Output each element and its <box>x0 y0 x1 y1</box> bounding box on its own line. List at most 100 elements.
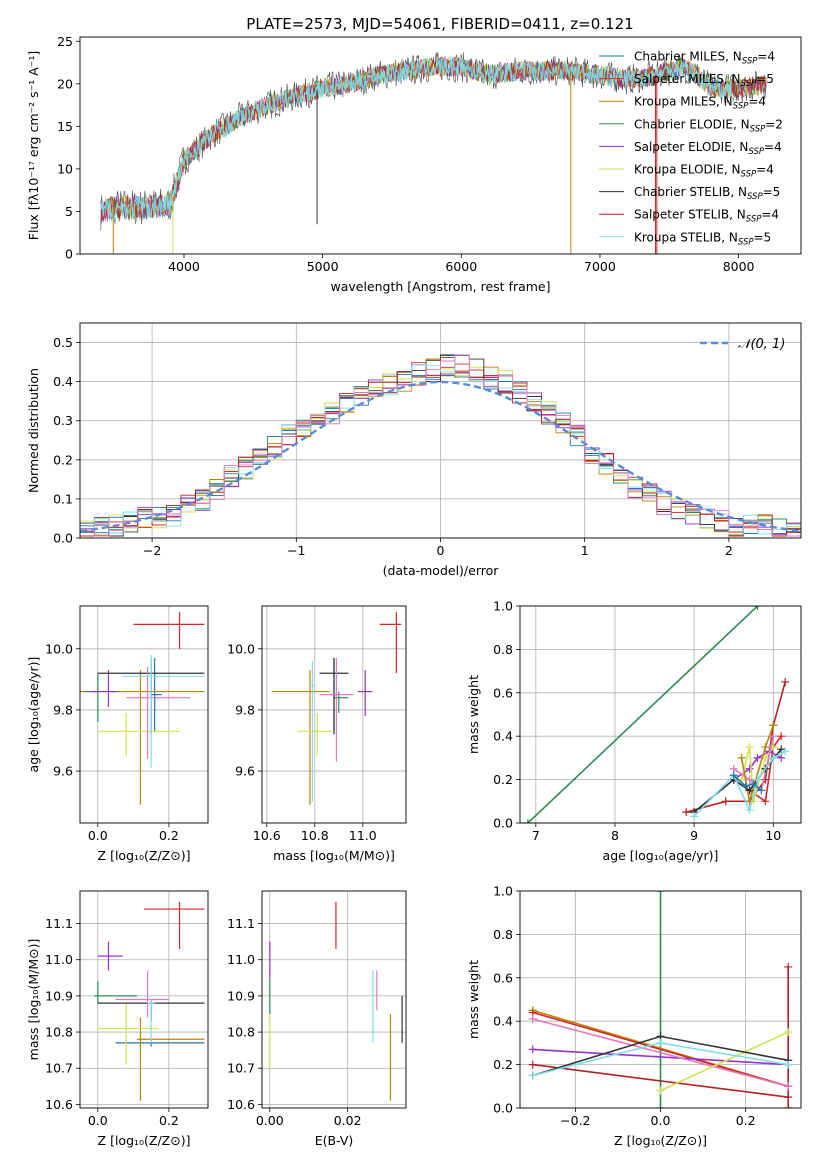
x-tick-label: 7000 <box>584 259 616 274</box>
x-tick-label: 0.0 <box>88 1113 108 1128</box>
weight-marker <box>690 812 699 821</box>
legend-label: Kroupa ELODIE, N <box>634 163 741 177</box>
x-tick-label: 0.0 <box>651 1113 671 1128</box>
axes-frame <box>79 322 802 539</box>
y-tick-label: 0.0 <box>493 1101 513 1116</box>
x-tick-label: −2 <box>143 543 161 558</box>
y-tick-label: 10.8 <box>45 1025 73 1040</box>
weight-marker <box>784 1082 793 1091</box>
y-tick-label: 0 <box>65 247 73 262</box>
y-tick-label: 0.3 <box>53 413 73 428</box>
x-tick-label: −1 <box>287 543 305 558</box>
x-tick-label: 10 <box>765 828 781 843</box>
legend-subscript: SSP <box>746 215 762 225</box>
y-tick-label: 1.0 <box>493 599 513 614</box>
y-tick-label: 11.1 <box>227 916 255 931</box>
normal-curve <box>80 380 801 533</box>
weight_vs_age-plot-area <box>523 606 790 823</box>
weight-marker <box>745 786 754 795</box>
y-tick-label: 0.2 <box>493 772 513 787</box>
age_vs_mass-panel: 10.6 10.8 11.0 9.6 9.8 10.0 mass [log₁₀(M/M⊙)] <box>227 605 407 863</box>
y-tick-label: 15 <box>57 119 73 134</box>
legend-entry: Kroupa MILES, NSSP=4 <box>634 95 766 112</box>
x-tick-label: 1 <box>581 543 589 558</box>
weight-marker <box>656 1038 665 1047</box>
y-tick-label: 10.7 <box>45 1061 73 1076</box>
y-tick-label: 0.2 <box>53 452 73 467</box>
y-tick-label: 9.6 <box>53 764 73 779</box>
legend-value: =4 <box>748 95 766 109</box>
y-tick-label: 10.9 <box>45 988 73 1003</box>
weight-marker <box>761 743 770 752</box>
mass_vs_Z-panel: 0.0 0.2 10.6 10.7 10.8 10.9 11.0 11.1 Z [log₁₀(Z… <box>26 890 209 1148</box>
y-tick-label: 10.8 <box>227 1025 255 1040</box>
age_vs_mass-plot-area <box>271 612 402 805</box>
weight_vs_Z-panel: −0.2 0.0 0.2 0.0 0.2 0.4 0.6 0.8 1.0 Z [log₁₀(Z/Z… <box>466 884 802 1148</box>
weight-marker <box>784 1028 793 1037</box>
x-tick-label: 0.2 <box>159 1113 179 1128</box>
y-axis-label: Normed distribution <box>26 368 41 493</box>
mass_vs_ebv-panel: 0.00 0.02 10.6 10.7 10.8 10.9 11.0 11.1 E(B-V) <box>227 890 407 1148</box>
y-tick-label: 0.8 <box>493 642 513 657</box>
weight-marker <box>682 808 691 817</box>
x-tick-label: 4000 <box>168 259 200 274</box>
x-axis-label: age [log₁₀(age/yr)] <box>603 848 719 863</box>
weight-marker <box>528 1071 537 1080</box>
weight-line <box>532 1011 789 1088</box>
weight-marker <box>753 775 762 784</box>
legend-subscript: SSP <box>741 79 757 89</box>
y-tick-label: 11.1 <box>45 916 73 931</box>
x-tick-label: 2 <box>725 543 733 558</box>
y-tick-label: 10.0 <box>227 641 255 656</box>
weight-marker <box>745 764 754 773</box>
legend-entry: Salpeter STELIB, NSSP=4 <box>634 208 779 225</box>
legend-label: Salpeter ELODIE, N <box>634 140 748 154</box>
spectrum-panel: 4000 5000 6000 7000 8000 0 5 10 15 20 25 wavelength… <box>26 34 802 294</box>
axes-frame <box>79 890 209 1109</box>
x-tick-label: 0.2 <box>159 828 179 843</box>
axes-frame <box>519 890 802 1109</box>
spectrum-legend: Chabrier MILES, NSSP=4 Salpeter MILES, NS… <box>599 50 783 247</box>
y-tick-label: 0.6 <box>493 685 513 700</box>
y-tick-label: 10.0 <box>45 641 73 656</box>
legend-subscript: SSP <box>738 237 754 247</box>
y-tick-label: 20 <box>57 76 73 91</box>
y-tick-label: 10.6 <box>227 1097 255 1112</box>
weight-line <box>532 1048 789 1066</box>
legend-entry: Salpeter MILES, NSSP=5 <box>634 72 774 89</box>
legend-subscript: SSP <box>748 147 764 157</box>
legend-subscript: SSP <box>741 170 757 180</box>
legend-label: Chabrier STELIB, N <box>634 185 747 199</box>
x-tick-label: 10.6 <box>253 828 281 843</box>
weight-line <box>693 750 786 818</box>
weight-marker <box>745 775 754 784</box>
legend-entry: 𝒩(0, 1) <box>738 337 785 352</box>
histogram-step <box>80 354 801 537</box>
weight-marker <box>656 891 665 895</box>
y-tick-label: 0.0 <box>493 816 513 831</box>
y-tick-label: 0.4 <box>493 1014 513 1029</box>
x-tick-label: 0.0 <box>88 828 108 843</box>
x-tick-label: 6000 <box>445 259 477 274</box>
weight-marker <box>528 1045 537 1054</box>
weight-marker <box>737 753 746 762</box>
x-axis-label: (data-model)/error <box>383 563 500 578</box>
age_vs_Z-plot-area <box>80 612 205 805</box>
y-tick-label: 10.6 <box>45 1097 73 1112</box>
weight-marker <box>784 1060 793 1069</box>
y-tick-label: 9.6 <box>235 764 255 779</box>
y-tick-label: 10.9 <box>227 988 255 1003</box>
weight_vs_Z-plot-area <box>528 891 793 1108</box>
legend-entry: Salpeter ELODIE, NSSP=4 <box>634 140 782 157</box>
legend-entry: Chabrier MILES, NSSP=4 <box>634 50 775 67</box>
y-tick-label: 10.7 <box>227 1061 255 1076</box>
weight-marker <box>656 1086 665 1095</box>
y-tick-label: 9.8 <box>235 702 255 717</box>
weight-marker <box>745 805 754 814</box>
y-tick-label: 1.0 <box>493 884 513 899</box>
x-tick-label: 8000 <box>723 259 755 274</box>
y-tick-label: 0.5 <box>53 335 73 350</box>
age_vs_Z-panel: 0.0 0.2 9.6 9.8 10.0 Z [log₁₀(Z/Z⊙)] age [log₁… <box>26 605 209 863</box>
y-tick-label: 0.4 <box>53 374 73 389</box>
